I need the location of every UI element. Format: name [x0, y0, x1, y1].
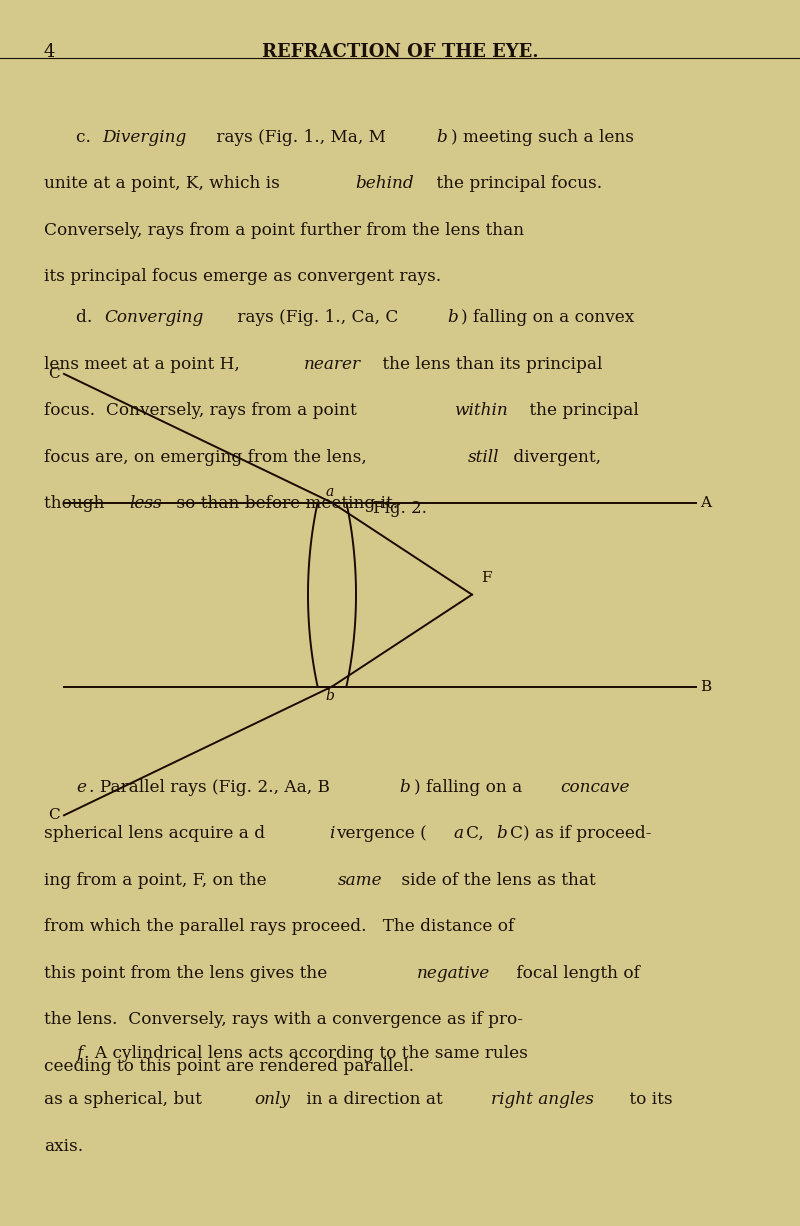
Text: b: b	[325, 689, 334, 702]
Text: A: A	[700, 495, 711, 510]
Text: F: F	[482, 571, 492, 585]
Text: axis.: axis.	[44, 1138, 83, 1155]
Text: unite at a point, K, which is: unite at a point, K, which is	[44, 175, 286, 192]
Text: spherical lens acquire a d: spherical lens acquire a d	[44, 825, 265, 842]
Text: b: b	[447, 309, 458, 326]
Text: the principal: the principal	[524, 402, 638, 419]
Text: in a direction at: in a direction at	[301, 1091, 448, 1108]
Text: focus are, on emerging from the lens,: focus are, on emerging from the lens,	[44, 449, 372, 466]
Text: . Parallel rays (Fig. 2., Aa, B: . Parallel rays (Fig. 2., Aa, B	[89, 779, 330, 796]
Text: C) as if proceed-: C) as if proceed-	[510, 825, 651, 842]
Text: C: C	[48, 367, 60, 381]
Text: b: b	[437, 129, 447, 146]
Text: e: e	[76, 779, 86, 796]
Text: i: i	[330, 825, 334, 842]
Text: still: still	[467, 449, 499, 466]
Text: as a spherical, but: as a spherical, but	[44, 1091, 207, 1108]
Text: f: f	[76, 1045, 82, 1062]
Text: d.: d.	[76, 309, 98, 326]
Text: within: within	[454, 402, 508, 419]
Text: lens meet at a point H,: lens meet at a point H,	[44, 356, 245, 373]
Text: B: B	[700, 679, 711, 694]
Text: ) falling on a: ) falling on a	[414, 779, 527, 796]
Text: Conversely, rays from a point further from the lens than: Conversely, rays from a point further fr…	[44, 222, 524, 239]
Text: to its: to its	[623, 1091, 672, 1108]
Text: a: a	[326, 485, 334, 499]
Text: vergence (: vergence (	[336, 825, 427, 842]
Text: Diverging: Diverging	[102, 129, 186, 146]
Text: the lens.  Conversely, rays with a convergence as if pro-: the lens. Conversely, rays with a conver…	[44, 1011, 523, 1029]
Text: ceeding to this point are rendered parallel.: ceeding to this point are rendered paral…	[44, 1058, 414, 1075]
Text: . A cylindrical lens acts according to the same rules: . A cylindrical lens acts according to t…	[84, 1045, 528, 1062]
Text: right angles: right angles	[490, 1091, 594, 1108]
Text: rays (Fig. 1., Ca, C: rays (Fig. 1., Ca, C	[232, 309, 398, 326]
Text: Converging: Converging	[104, 309, 203, 326]
Text: concave: concave	[560, 779, 630, 796]
Text: divergent,: divergent,	[508, 449, 601, 466]
Text: ) falling on a convex: ) falling on a convex	[461, 309, 634, 326]
Text: 4: 4	[44, 43, 55, 61]
Text: behind: behind	[355, 175, 414, 192]
Text: focus.  Conversely, rays from a point: focus. Conversely, rays from a point	[44, 402, 362, 419]
Text: Fig. 2.: Fig. 2.	[373, 500, 427, 517]
Text: its principal focus emerge as convergent rays.: its principal focus emerge as convergent…	[44, 268, 442, 286]
Text: ing from a point, F, on the: ing from a point, F, on the	[44, 872, 272, 889]
Text: nearer: nearer	[303, 356, 361, 373]
Text: rays (Fig. 1., Ma, M: rays (Fig. 1., Ma, M	[211, 129, 386, 146]
Text: from which the parallel rays proceed.   The distance of: from which the parallel rays proceed. Th…	[44, 918, 514, 935]
Text: b: b	[400, 779, 410, 796]
Text: C,: C,	[466, 825, 490, 842]
Text: this point from the lens gives the: this point from the lens gives the	[44, 965, 333, 982]
Text: ) meeting such a lens: ) meeting such a lens	[450, 129, 634, 146]
Text: the principal focus.: the principal focus.	[431, 175, 602, 192]
Text: so than before meeting it.: so than before meeting it.	[171, 495, 398, 512]
Text: same: same	[338, 872, 383, 889]
Text: a: a	[454, 825, 463, 842]
Text: c.: c.	[76, 129, 96, 146]
Text: though: though	[44, 495, 110, 512]
Text: b: b	[496, 825, 507, 842]
Text: C: C	[48, 808, 60, 823]
Text: only: only	[254, 1091, 290, 1108]
Text: less: less	[129, 495, 162, 512]
Text: the lens than its principal: the lens than its principal	[378, 356, 602, 373]
Text: focal length of: focal length of	[511, 965, 640, 982]
Text: side of the lens as that: side of the lens as that	[396, 872, 595, 889]
Text: REFRACTION OF THE EYE.: REFRACTION OF THE EYE.	[262, 43, 538, 61]
Text: negative: negative	[417, 965, 490, 982]
